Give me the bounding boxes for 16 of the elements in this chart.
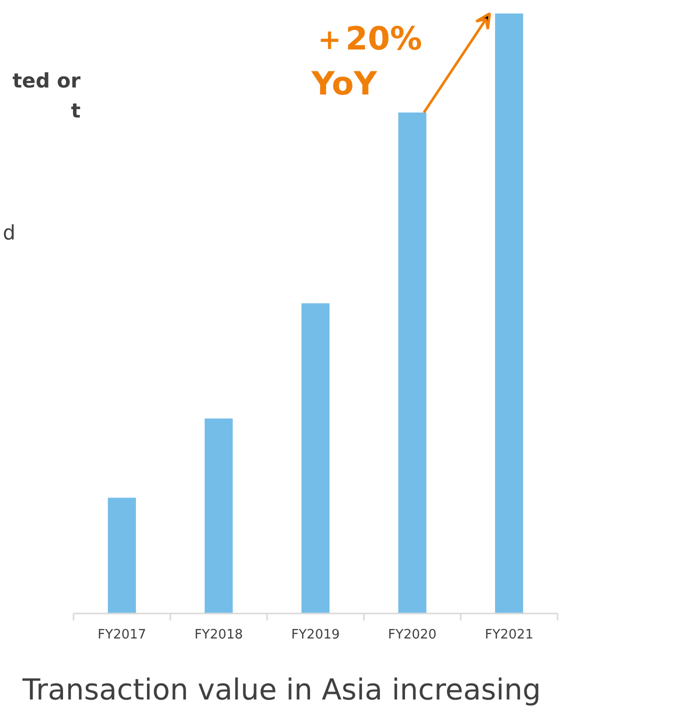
bar <box>301 303 330 614</box>
bar <box>495 14 524 614</box>
annotation: YoY <box>310 64 378 102</box>
annotation: ＋20% <box>314 20 422 58</box>
bar <box>204 418 233 614</box>
bar <box>398 112 426 614</box>
bar <box>108 498 136 614</box>
text: Transaction value in Asia increasing <box>22 672 541 706</box>
x-tick-label: FY2017 <box>98 628 146 642</box>
x-tick-label: FY2021 <box>484 628 534 642</box>
annotation: ted or <box>12 68 81 92</box>
text: d <box>2 220 16 244</box>
x-tick-label: FY2020 <box>388 628 437 642</box>
annotation: t <box>70 98 81 122</box>
x-tick-label: FY2019 <box>291 628 340 642</box>
x-tick-label: FY2018 <box>194 628 243 642</box>
